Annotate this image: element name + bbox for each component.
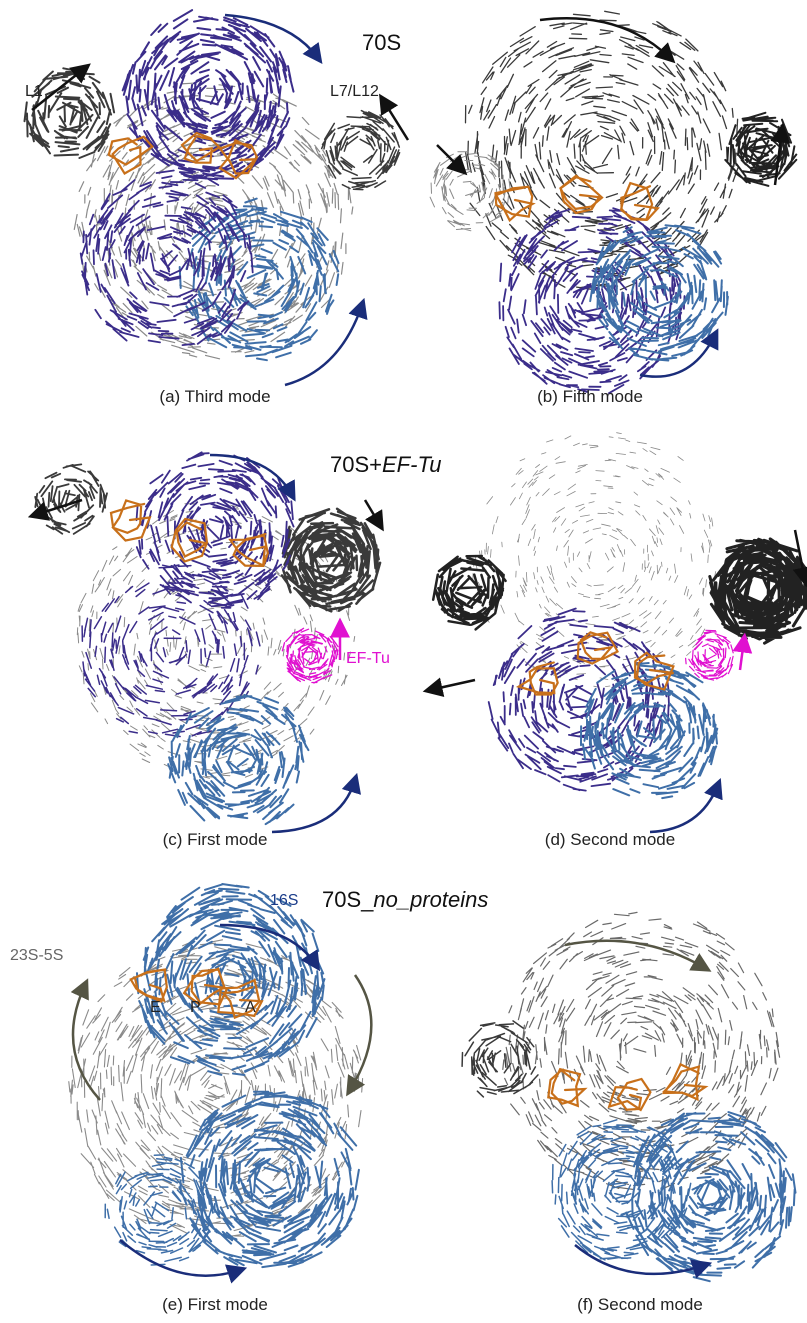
- motion-fields: [25, 10, 807, 1281]
- label: A: [245, 999, 256, 1016]
- ribbon: [578, 632, 618, 663]
- title: 70S_no_proteins: [322, 887, 488, 912]
- arrow: [437, 145, 462, 170]
- caption: (f) Second mode: [577, 1295, 703, 1314]
- arrow: [285, 305, 362, 385]
- caption: (b) Fifth mode: [537, 387, 643, 406]
- caption: (c) First mode: [163, 830, 268, 849]
- title-part: 70S_: [322, 887, 374, 912]
- title: 70S+EF-Tu: [330, 452, 441, 477]
- arrow: [565, 941, 705, 968]
- caption: (d) Second mode: [545, 830, 675, 849]
- caption: (e) First mode: [162, 1295, 268, 1314]
- motion-field: [35, 464, 107, 534]
- label: L1: [25, 83, 43, 100]
- title-part: 70S+: [330, 452, 382, 477]
- ribbon: [548, 1069, 584, 1106]
- label: P: [190, 999, 201, 1016]
- caption: (a) Third mode: [159, 387, 270, 406]
- motion-field: [462, 1021, 538, 1097]
- motion-field: [282, 509, 380, 612]
- label: 16S: [270, 892, 298, 909]
- label: E: [150, 999, 161, 1016]
- arrow: [740, 640, 744, 670]
- motion-field: [168, 695, 308, 824]
- title-part: no_proteins: [373, 887, 488, 912]
- page: {"figure":{ "group1":{"title":"70S","lab…: [0, 0, 807, 1323]
- label: EF-Tu: [346, 650, 390, 667]
- title: 70S: [362, 30, 401, 55]
- ribbon: [220, 140, 257, 178]
- ribbon: [664, 1064, 705, 1099]
- motion-field: [433, 556, 505, 629]
- figure: 70S L1 L7/L12 (a) Third mode (b) Fifth m…: [0, 0, 807, 1323]
- title-part: EF-Tu: [382, 452, 441, 477]
- arrow: [430, 680, 475, 690]
- motion-field: [686, 630, 734, 680]
- arrow: [365, 500, 380, 525]
- arrow: [272, 780, 355, 832]
- motion-field: [430, 152, 510, 231]
- motion-field: [710, 539, 807, 643]
- label: L7/L12: [330, 83, 379, 100]
- label: 23S-5S: [10, 947, 63, 964]
- motion-field: [626, 1112, 795, 1281]
- arrow: [73, 985, 100, 1100]
